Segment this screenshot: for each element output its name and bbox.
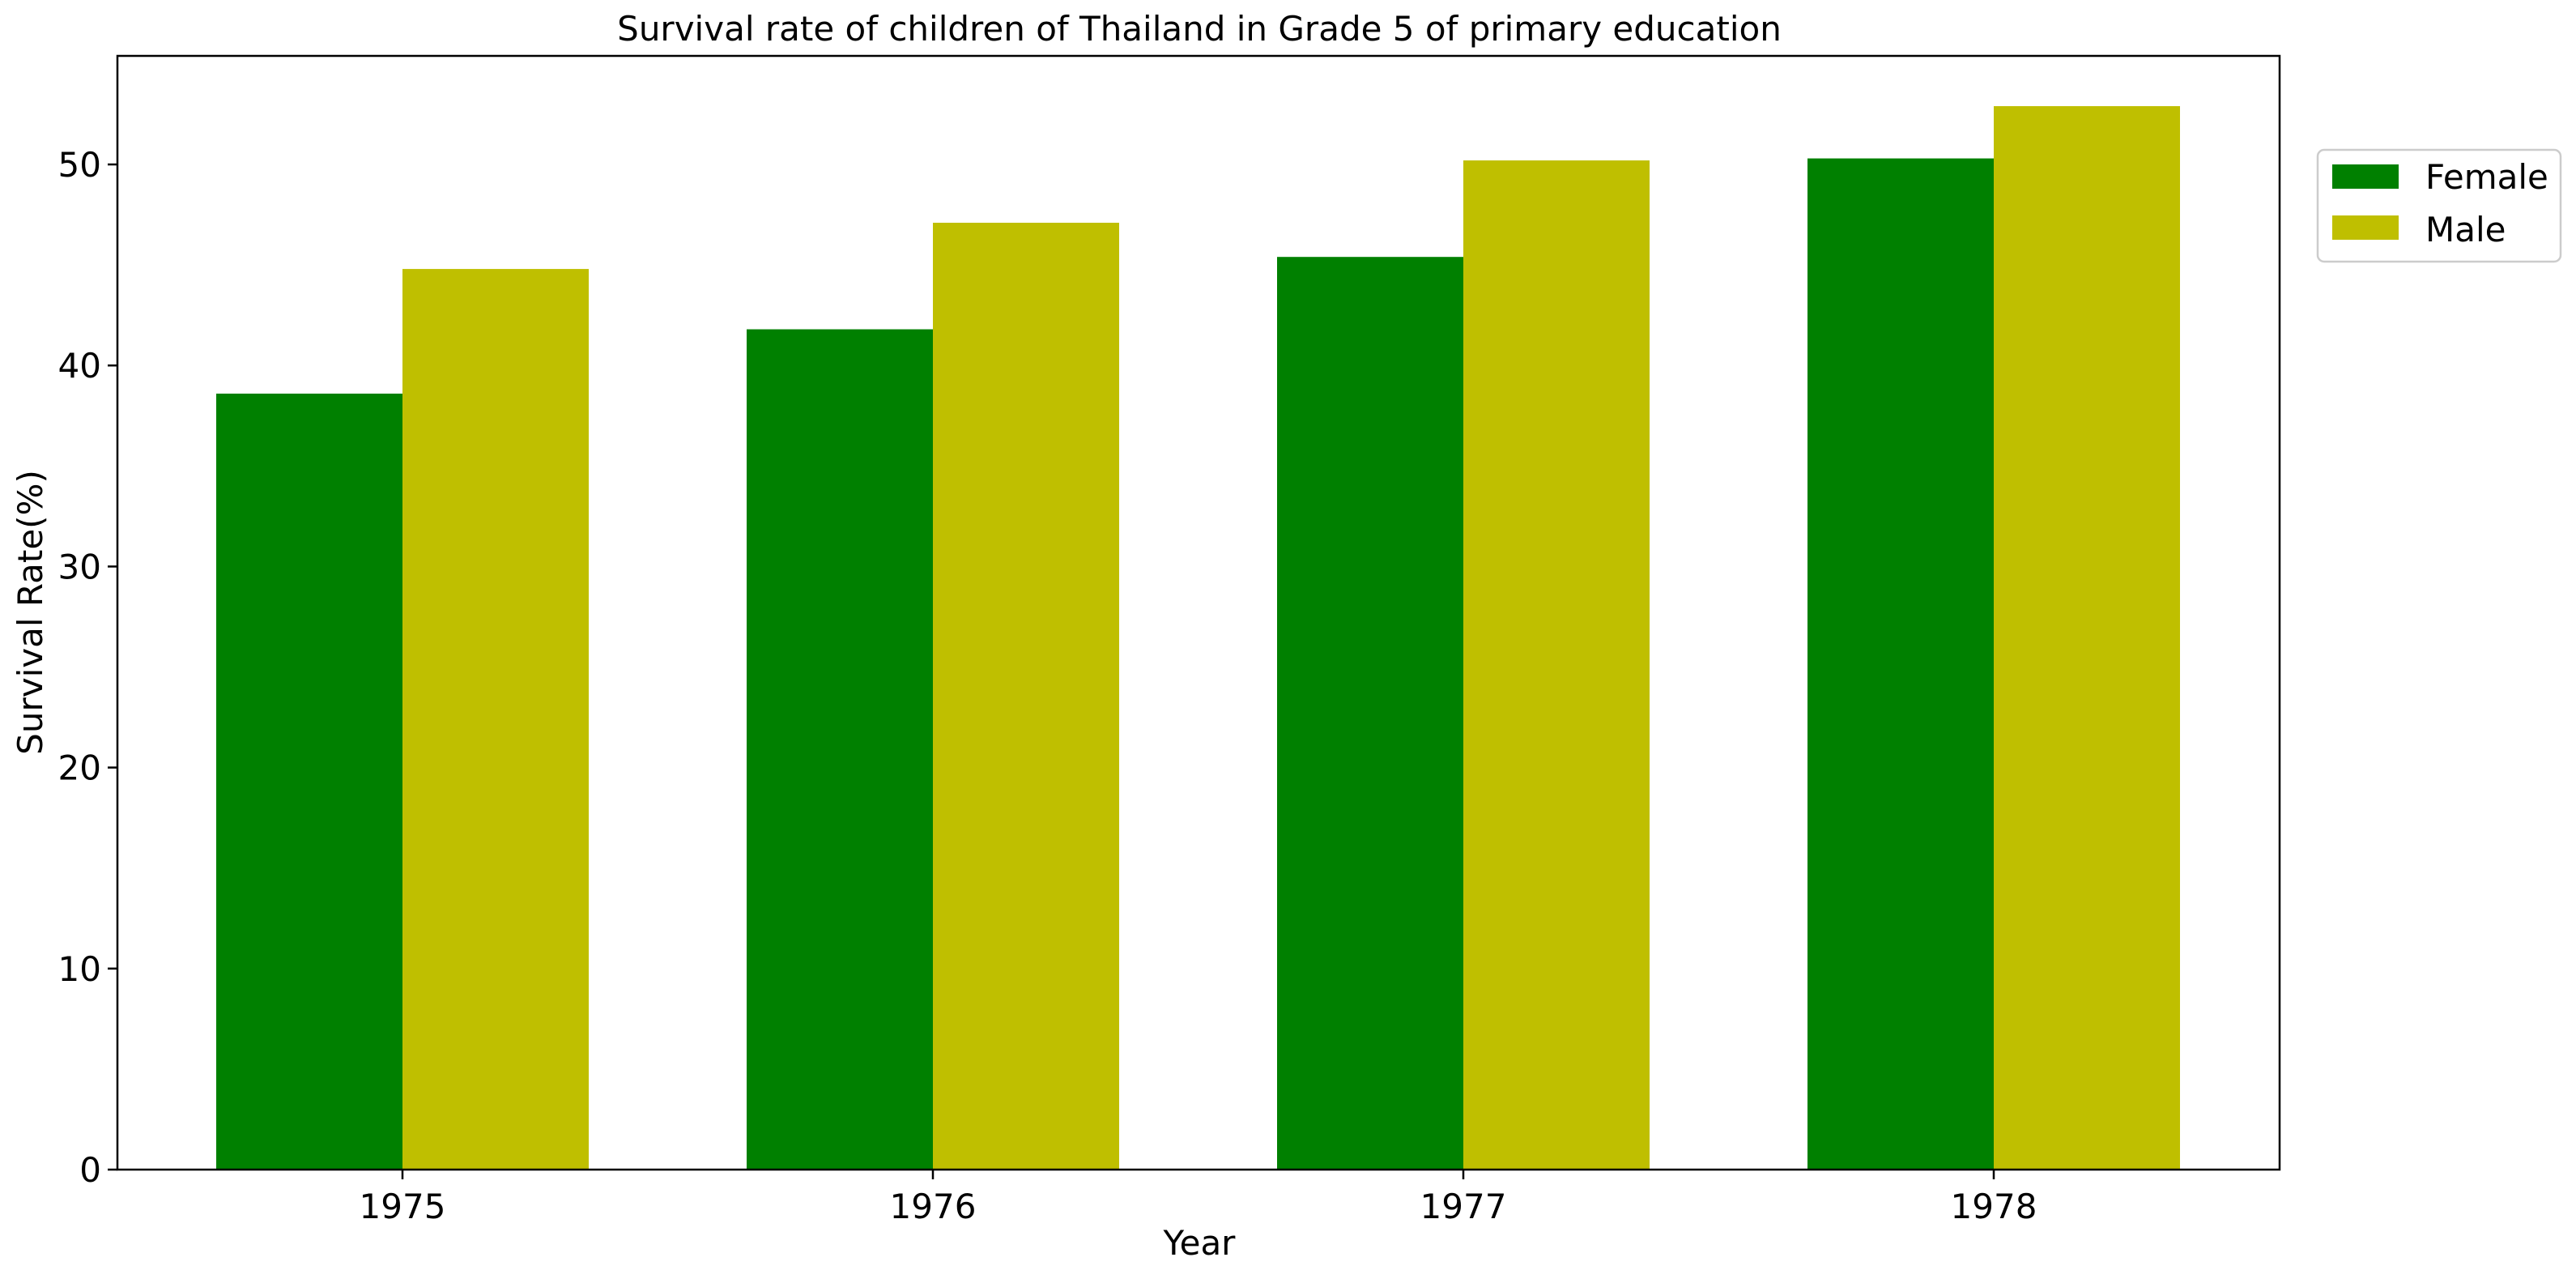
legend-label-male: Male	[2425, 210, 2506, 249]
bar-female-1976	[747, 329, 933, 1170]
y-axis-label: Survival Rate(%)	[11, 470, 50, 755]
bar-female-1978	[1807, 158, 1994, 1170]
y-tick-label: 20	[58, 748, 101, 788]
x-tick-label-1977: 1977	[1420, 1187, 1507, 1226]
chart-title: Survival rate of children of Thailand in…	[617, 9, 1782, 49]
x-tick-label-1978: 1978	[1951, 1187, 2037, 1226]
y-tick-label: 50	[58, 145, 101, 185]
bar-male-1977	[1463, 160, 1650, 1170]
y-tick-label: 10	[58, 949, 101, 989]
y-tick-label: 30	[58, 547, 101, 586]
plot-frame	[116, 54, 2281, 1171]
bar-female-1977	[1277, 257, 1463, 1170]
legend: Female Male	[2316, 148, 2562, 263]
x-ticks-group: 1975 1976 1977 1978	[360, 1170, 2037, 1226]
y-tick-label: 0	[79, 1150, 101, 1190]
legend-swatch-female	[2332, 164, 2399, 189]
x-axis-label: Year	[1163, 1223, 1237, 1263]
legend-label-female: Female	[2425, 157, 2548, 197]
y-ticks-group: 0 10 20 30 40 50	[58, 145, 117, 1190]
x-tick-label-1975: 1975	[360, 1187, 446, 1226]
bar-male-1975	[402, 269, 589, 1170]
bar-male-1976	[933, 223, 1119, 1170]
bar-male-1978	[1994, 106, 2180, 1170]
legend-swatch-male	[2332, 215, 2399, 240]
y-tick-label: 40	[58, 346, 101, 386]
x-tick-label-1976: 1976	[890, 1187, 977, 1226]
bars-group	[216, 106, 2180, 1170]
bar-female-1975	[216, 393, 402, 1170]
